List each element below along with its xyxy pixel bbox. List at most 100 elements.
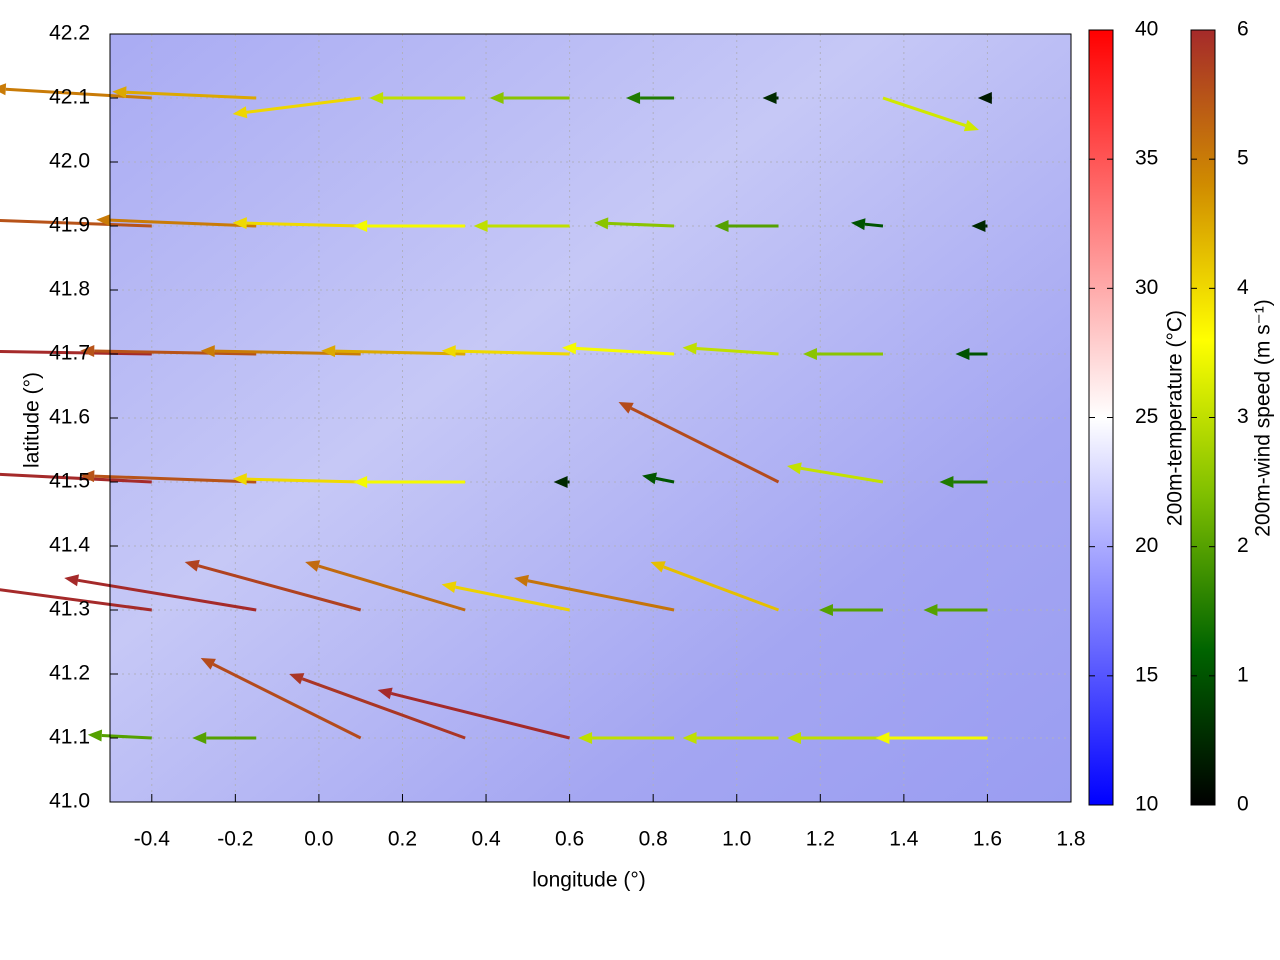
x-tick-label: 1.2 — [806, 828, 835, 851]
arrow-head — [353, 220, 368, 232]
arrow-shaft — [335, 349, 466, 356]
arrow-shaft — [800, 466, 884, 484]
wind-arrow — [562, 342, 675, 356]
arrow-head — [0, 83, 7, 96]
arrow-head — [96, 214, 111, 227]
arrow-shaft — [212, 662, 362, 740]
arrow-head — [650, 561, 666, 573]
colorbar-tick-label: 40 — [1135, 18, 1158, 41]
wind-arrow — [553, 476, 570, 488]
wind-arrow — [112, 86, 257, 100]
wind-arrow — [650, 561, 780, 612]
wind-arrow — [473, 220, 570, 232]
y-tick-label: 41.4 — [49, 534, 90, 557]
arrow-shaft — [0, 588, 152, 612]
wind-arrow — [489, 92, 570, 104]
wind-arrow — [184, 559, 362, 612]
wind-arrow — [977, 92, 992, 104]
colorbar-tick-label: 5 — [1237, 147, 1249, 170]
arrow-head — [305, 560, 321, 572]
arrow-head — [971, 220, 986, 232]
x-tick-label: 1.6 — [973, 828, 1002, 851]
arrow-head — [80, 345, 95, 358]
wind-arrow — [353, 220, 466, 232]
arrow-head — [232, 473, 247, 486]
arrow-head — [553, 476, 568, 488]
arrow-head — [112, 86, 127, 99]
arrow-head — [977, 92, 992, 104]
arrow-shaft — [0, 472, 152, 484]
wind-arrow — [232, 473, 361, 486]
y-tick-label: 41.0 — [49, 790, 90, 813]
arrow-head — [762, 92, 777, 104]
colorbar-tick-label: 1 — [1237, 663, 1249, 686]
wind-arrow — [64, 574, 257, 612]
colorbar-tick-label: 0 — [1237, 793, 1249, 816]
arrow-shaft — [630, 406, 780, 484]
colorbar-tick-label: 15 — [1135, 663, 1158, 686]
wind-arrow — [882, 96, 979, 132]
arrow-shaft — [864, 222, 884, 228]
y-axis-label: latitude (°) — [21, 372, 44, 468]
wind-arrow — [96, 214, 257, 228]
arrow-head — [377, 687, 393, 700]
arrow-shaft — [390, 691, 570, 740]
wind-arrow — [305, 560, 466, 612]
wind-arrow — [289, 673, 466, 740]
arrow-head — [200, 345, 215, 358]
x-tick-label: 1.8 — [1056, 828, 1085, 851]
arrow-head — [682, 342, 697, 355]
colorbar-tick-label: 4 — [1237, 276, 1249, 299]
colorbar-tick-label: 6 — [1237, 18, 1249, 41]
arrow-shaft — [455, 349, 570, 356]
wind-arrow — [850, 218, 884, 231]
y-tick-label: 41.8 — [49, 278, 90, 301]
colorbar-tick-label: 35 — [1135, 147, 1158, 170]
arrow-head — [955, 348, 970, 360]
wind-arrow — [578, 732, 675, 744]
wind-arrow — [594, 217, 675, 230]
y-tick-label: 41.6 — [49, 406, 90, 429]
wind-arrow — [441, 581, 570, 612]
arrow-shaft — [527, 579, 675, 612]
wind-arrow — [353, 476, 466, 488]
y-tick-label: 41.3 — [49, 598, 90, 621]
wind-arrow — [642, 472, 675, 485]
wind-arrow — [0, 588, 152, 612]
wind-arrow — [818, 604, 883, 616]
x-tick-label: 0.6 — [555, 828, 584, 851]
arrow-head — [200, 658, 216, 670]
wind-arrow — [971, 220, 988, 232]
arrow-shaft — [246, 477, 361, 484]
wind-arrow — [200, 345, 361, 358]
arrow-head — [850, 218, 866, 231]
arrow-shaft — [455, 585, 570, 612]
y-tick-label: 42.0 — [49, 150, 90, 173]
arrow-head — [682, 732, 697, 744]
wind-arrow — [626, 92, 675, 104]
colorbar-tick-label: 10 — [1135, 793, 1158, 816]
arrow-head — [626, 92, 641, 104]
speed-colorbar-label: 200m-wind speed (m s⁻¹) — [1252, 299, 1275, 537]
arrow-head — [489, 92, 504, 104]
arrow-shaft — [246, 96, 361, 114]
arrow-shaft — [94, 349, 257, 356]
arrow-head — [473, 220, 488, 232]
wind-arrow — [0, 218, 152, 228]
arrow-shaft — [0, 349, 152, 356]
arrow-shaft — [696, 347, 779, 356]
arrow-shaft — [318, 564, 466, 612]
wind-arrow — [875, 732, 988, 744]
wind-arrow — [192, 732, 257, 744]
arrow-head — [441, 345, 456, 358]
wind-arrow — [514, 574, 675, 612]
y-tick-label: 41.9 — [49, 214, 90, 237]
x-tick-label: 0.0 — [304, 828, 333, 851]
arrow-head — [786, 732, 801, 744]
wind-arrow — [80, 470, 257, 484]
arrow-head — [87, 729, 103, 742]
arrow-shaft — [94, 474, 257, 484]
x-tick-label: -0.4 — [134, 828, 171, 851]
arrow-head — [192, 732, 207, 744]
temperature-colorbar-label: 200m-temperature (°C) — [1164, 310, 1187, 526]
